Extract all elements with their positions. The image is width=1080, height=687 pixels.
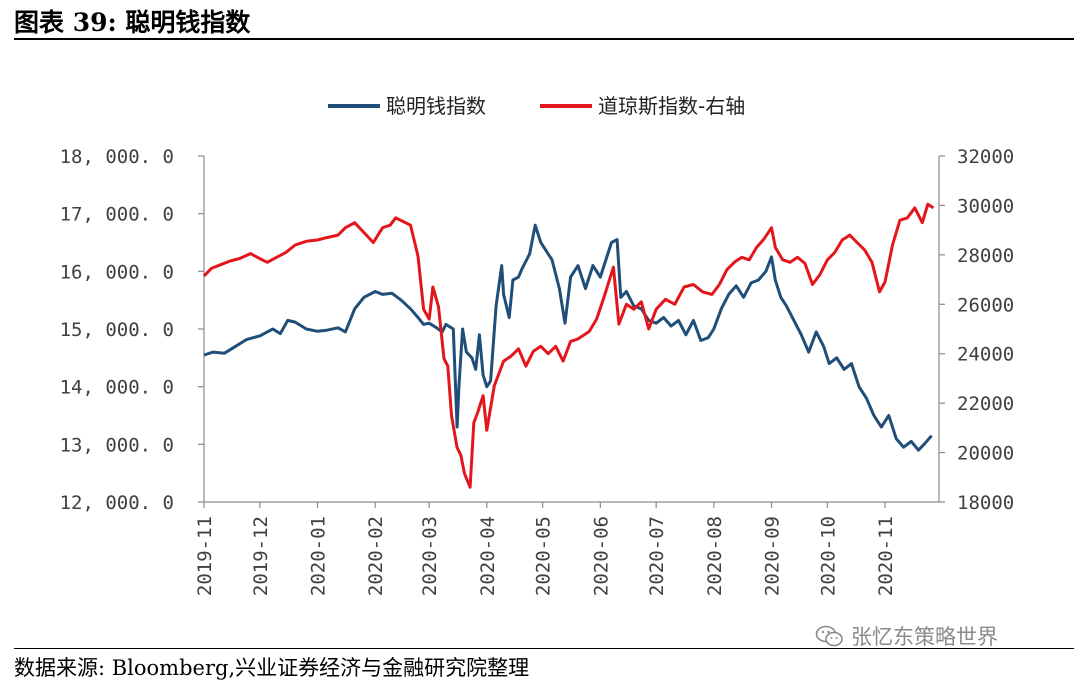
x-tick-label: 2020-10 [817,516,839,596]
x-tick-label: 2020-03 [419,516,441,596]
left-tick-label: 18, 000. 0 [60,146,174,168]
title-rule [14,38,1074,40]
left-tick-label: 12, 000. 0 [60,492,174,514]
left-tick-label: 14, 000. 0 [60,377,174,399]
x-tick-label: 2020-11 [875,516,897,596]
x-tick-label: 2020-02 [365,516,387,596]
x-tick-label: 2020-04 [477,516,499,596]
x-tick-label: 2020-09 [762,516,784,596]
source-note: 数据来源: Bloomberg,兴业证券经济与金融研究院整理 [14,656,530,680]
x-tick-label: 2020-05 [533,516,555,596]
x-tick-label: 2019-12 [250,516,272,596]
watermark: 张忆东策略世界 [815,621,998,651]
x-tick-label: 2020-06 [590,516,612,596]
figure-title: 图表 39: 聪明钱指数 [14,8,251,37]
right-tick-label: 22000 [957,393,1014,415]
left-tick-label: 13, 000. 0 [60,434,174,456]
x-tick-label: 2019-11 [194,516,216,596]
right-tick-label: 32000 [957,146,1014,168]
series-line-smart-money [203,223,933,452]
legend-label-smart-money: 聪明钱指数 [386,94,486,118]
left-tick-label: 16, 000. 0 [60,261,174,283]
chart: 聪明钱指数 道琼斯指数-右轴 12, 000. 0 13, 000. 0 14, 0… [60,94,1015,596]
right-tick-label: 18000 [957,492,1014,514]
right-tick-label: 20000 [957,443,1014,465]
legend-label-dow: 道琼斯指数-右轴 [598,94,745,118]
series-line-dow [202,202,935,489]
wechat-icon [815,625,843,647]
left-tick-label: 15, 000. 0 [60,319,174,341]
series-layer [202,202,935,489]
right-axis-ticks: 18000 20000 22000 24000 26000 28000 30000 32000 [939,146,1014,514]
x-tick-label: 2020-07 [646,516,668,596]
right-tick-label: 24000 [957,344,1014,366]
bottom-rule [14,648,1074,649]
axes [203,156,940,503]
right-tick-label: 28000 [957,245,1014,267]
right-tick-label: 26000 [957,294,1014,316]
left-tick-label: 17, 000. 0 [60,204,174,226]
x-tick-label: 2020-08 [704,516,726,596]
legend: 聪明钱指数 道琼斯指数-右轴 [328,94,745,118]
x-axis-ticks: 2019-11 2019-12 2020-01 2020-02 2020-03 2020-… [194,502,897,596]
x-tick-label: 2020-01 [308,516,330,596]
left-axis-ticks: 12, 000. 0 13, 000. 0 14, 000. 0 15, 000. 0… [60,146,204,514]
watermark-text: 张忆东策略世界 [851,625,998,649]
right-tick-label: 30000 [957,195,1014,217]
